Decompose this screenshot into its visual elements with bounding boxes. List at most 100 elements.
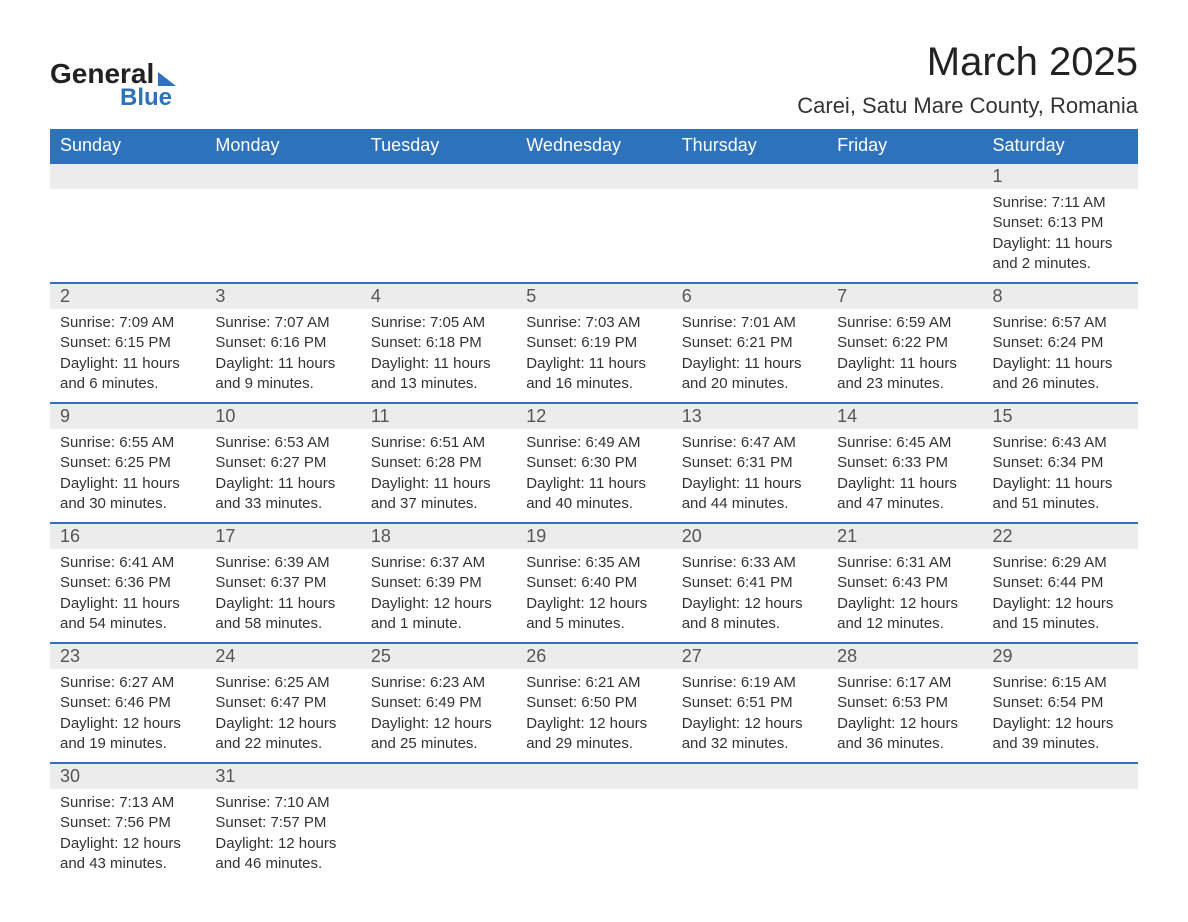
day-number-cell: 16 <box>50 523 205 549</box>
day-detail-cell: Sunrise: 6:53 AMSunset: 6:27 PMDaylight:… <box>205 429 360 523</box>
day-number-cell: 18 <box>361 523 516 549</box>
day-number-cell <box>672 163 827 189</box>
sunrise-line: Sunrise: 6:47 AM <box>682 433 817 453</box>
day-number-cell: 30 <box>50 763 205 789</box>
week-number-row: 16171819202122 <box>50 523 1138 549</box>
day-detail-cell: Sunrise: 6:55 AMSunset: 6:25 PMDaylight:… <box>50 429 205 523</box>
sunrise-line: Sunrise: 6:37 AM <box>371 553 506 573</box>
day-number-cell: 8 <box>983 283 1138 309</box>
day-number-cell <box>516 763 671 789</box>
day-number-cell: 2 <box>50 283 205 309</box>
day-number-cell: 9 <box>50 403 205 429</box>
sunset-line: Sunset: 6:53 PM <box>837 693 972 713</box>
day-number-cell <box>50 163 205 189</box>
day-number-cell: 1 <box>983 163 1138 189</box>
daylight-line: Daylight: 11 hours and 33 minutes. <box>215 474 350 515</box>
week-number-row: 3031 <box>50 763 1138 789</box>
day-detail-cell <box>983 789 1138 882</box>
sunrise-line: Sunrise: 6:57 AM <box>993 313 1128 333</box>
day-number-cell <box>983 763 1138 789</box>
week-detail-row: Sunrise: 7:09 AMSunset: 6:15 PMDaylight:… <box>50 309 1138 403</box>
sunset-line: Sunset: 6:39 PM <box>371 573 506 593</box>
daylight-line: Daylight: 12 hours and 32 minutes. <box>682 714 817 755</box>
day-number-cell: 5 <box>516 283 671 309</box>
sunset-line: Sunset: 6:27 PM <box>215 453 350 473</box>
day-number-cell: 13 <box>672 403 827 429</box>
sunset-line: Sunset: 6:30 PM <box>526 453 661 473</box>
day-number-cell <box>361 163 516 189</box>
day-detail-cell: Sunrise: 6:37 AMSunset: 6:39 PMDaylight:… <box>361 549 516 643</box>
daylight-line: Daylight: 11 hours and 40 minutes. <box>526 474 661 515</box>
logo: General Blue <box>50 40 176 112</box>
day-detail-cell: Sunrise: 7:09 AMSunset: 6:15 PMDaylight:… <box>50 309 205 403</box>
daylight-line: Daylight: 11 hours and 26 minutes. <box>993 354 1128 395</box>
day-number-cell: 10 <box>205 403 360 429</box>
day-header: Monday <box>205 129 360 163</box>
week-number-row: 1 <box>50 163 1138 189</box>
day-number-cell: 25 <box>361 643 516 669</box>
day-detail-cell: Sunrise: 6:23 AMSunset: 6:49 PMDaylight:… <box>361 669 516 763</box>
sunset-line: Sunset: 7:57 PM <box>215 813 350 833</box>
day-detail-cell: Sunrise: 7:05 AMSunset: 6:18 PMDaylight:… <box>361 309 516 403</box>
daylight-line: Daylight: 11 hours and 44 minutes. <box>682 474 817 515</box>
day-header: Thursday <box>672 129 827 163</box>
day-number-cell: 6 <box>672 283 827 309</box>
sunrise-line: Sunrise: 6:15 AM <box>993 673 1128 693</box>
day-number-cell: 20 <box>672 523 827 549</box>
day-header: Tuesday <box>361 129 516 163</box>
sunset-line: Sunset: 6:19 PM <box>526 333 661 353</box>
sunrise-line: Sunrise: 7:13 AM <box>60 793 195 813</box>
daylight-line: Daylight: 12 hours and 8 minutes. <box>682 594 817 635</box>
day-number-cell <box>205 163 360 189</box>
sunrise-line: Sunrise: 6:21 AM <box>526 673 661 693</box>
daylight-line: Daylight: 12 hours and 5 minutes. <box>526 594 661 635</box>
day-detail-cell <box>827 789 982 882</box>
day-detail-cell <box>361 789 516 882</box>
daylight-line: Daylight: 11 hours and 20 minutes. <box>682 354 817 395</box>
day-detail-cell <box>361 189 516 283</box>
sunset-line: Sunset: 6:18 PM <box>371 333 506 353</box>
sunset-line: Sunset: 6:40 PM <box>526 573 661 593</box>
day-detail-cell: Sunrise: 6:35 AMSunset: 6:40 PMDaylight:… <box>516 549 671 643</box>
sunrise-line: Sunrise: 6:29 AM <box>993 553 1128 573</box>
day-number-cell <box>827 163 982 189</box>
day-detail-cell: Sunrise: 6:51 AMSunset: 6:28 PMDaylight:… <box>361 429 516 523</box>
sunset-line: Sunset: 6:46 PM <box>60 693 195 713</box>
sunrise-line: Sunrise: 6:31 AM <box>837 553 972 573</box>
daylight-line: Daylight: 12 hours and 46 minutes. <box>215 834 350 875</box>
day-number-cell: 3 <box>205 283 360 309</box>
title-block: March 2025 Carei, Satu Mare County, Roma… <box>797 40 1138 119</box>
day-detail-cell: Sunrise: 7:11 AMSunset: 6:13 PMDaylight:… <box>983 189 1138 283</box>
day-detail-cell: Sunrise: 6:29 AMSunset: 6:44 PMDaylight:… <box>983 549 1138 643</box>
week-detail-row: Sunrise: 7:13 AMSunset: 7:56 PMDaylight:… <box>50 789 1138 882</box>
sunrise-line: Sunrise: 6:33 AM <box>682 553 817 573</box>
day-detail-cell <box>50 189 205 283</box>
day-detail-cell: Sunrise: 6:39 AMSunset: 6:37 PMDaylight:… <box>205 549 360 643</box>
sunset-line: Sunset: 6:15 PM <box>60 333 195 353</box>
day-detail-cell: Sunrise: 6:19 AMSunset: 6:51 PMDaylight:… <box>672 669 827 763</box>
day-number-cell: 7 <box>827 283 982 309</box>
daylight-line: Daylight: 11 hours and 2 minutes. <box>993 234 1128 275</box>
daylight-line: Daylight: 11 hours and 6 minutes. <box>60 354 195 395</box>
day-detail-cell: Sunrise: 6:15 AMSunset: 6:54 PMDaylight:… <box>983 669 1138 763</box>
week-detail-row: Sunrise: 6:27 AMSunset: 6:46 PMDaylight:… <box>50 669 1138 763</box>
daylight-line: Daylight: 11 hours and 30 minutes. <box>60 474 195 515</box>
day-detail-cell: Sunrise: 6:47 AMSunset: 6:31 PMDaylight:… <box>672 429 827 523</box>
sunset-line: Sunset: 6:22 PM <box>837 333 972 353</box>
sunset-line: Sunset: 6:41 PM <box>682 573 817 593</box>
day-number-cell: 31 <box>205 763 360 789</box>
day-detail-cell: Sunrise: 6:57 AMSunset: 6:24 PMDaylight:… <box>983 309 1138 403</box>
day-number-cell: 11 <box>361 403 516 429</box>
sunrise-line: Sunrise: 6:19 AM <box>682 673 817 693</box>
sunset-line: Sunset: 6:16 PM <box>215 333 350 353</box>
sunrise-line: Sunrise: 6:43 AM <box>993 433 1128 453</box>
logo-word2: Blue <box>120 84 172 112</box>
daylight-line: Daylight: 11 hours and 16 minutes. <box>526 354 661 395</box>
day-number-cell <box>827 763 982 789</box>
week-number-row: 23242526272829 <box>50 643 1138 669</box>
day-header: Friday <box>827 129 982 163</box>
sunrise-line: Sunrise: 6:51 AM <box>371 433 506 453</box>
day-detail-cell: Sunrise: 6:43 AMSunset: 6:34 PMDaylight:… <box>983 429 1138 523</box>
sunset-line: Sunset: 6:54 PM <box>993 693 1128 713</box>
day-number-cell: 19 <box>516 523 671 549</box>
